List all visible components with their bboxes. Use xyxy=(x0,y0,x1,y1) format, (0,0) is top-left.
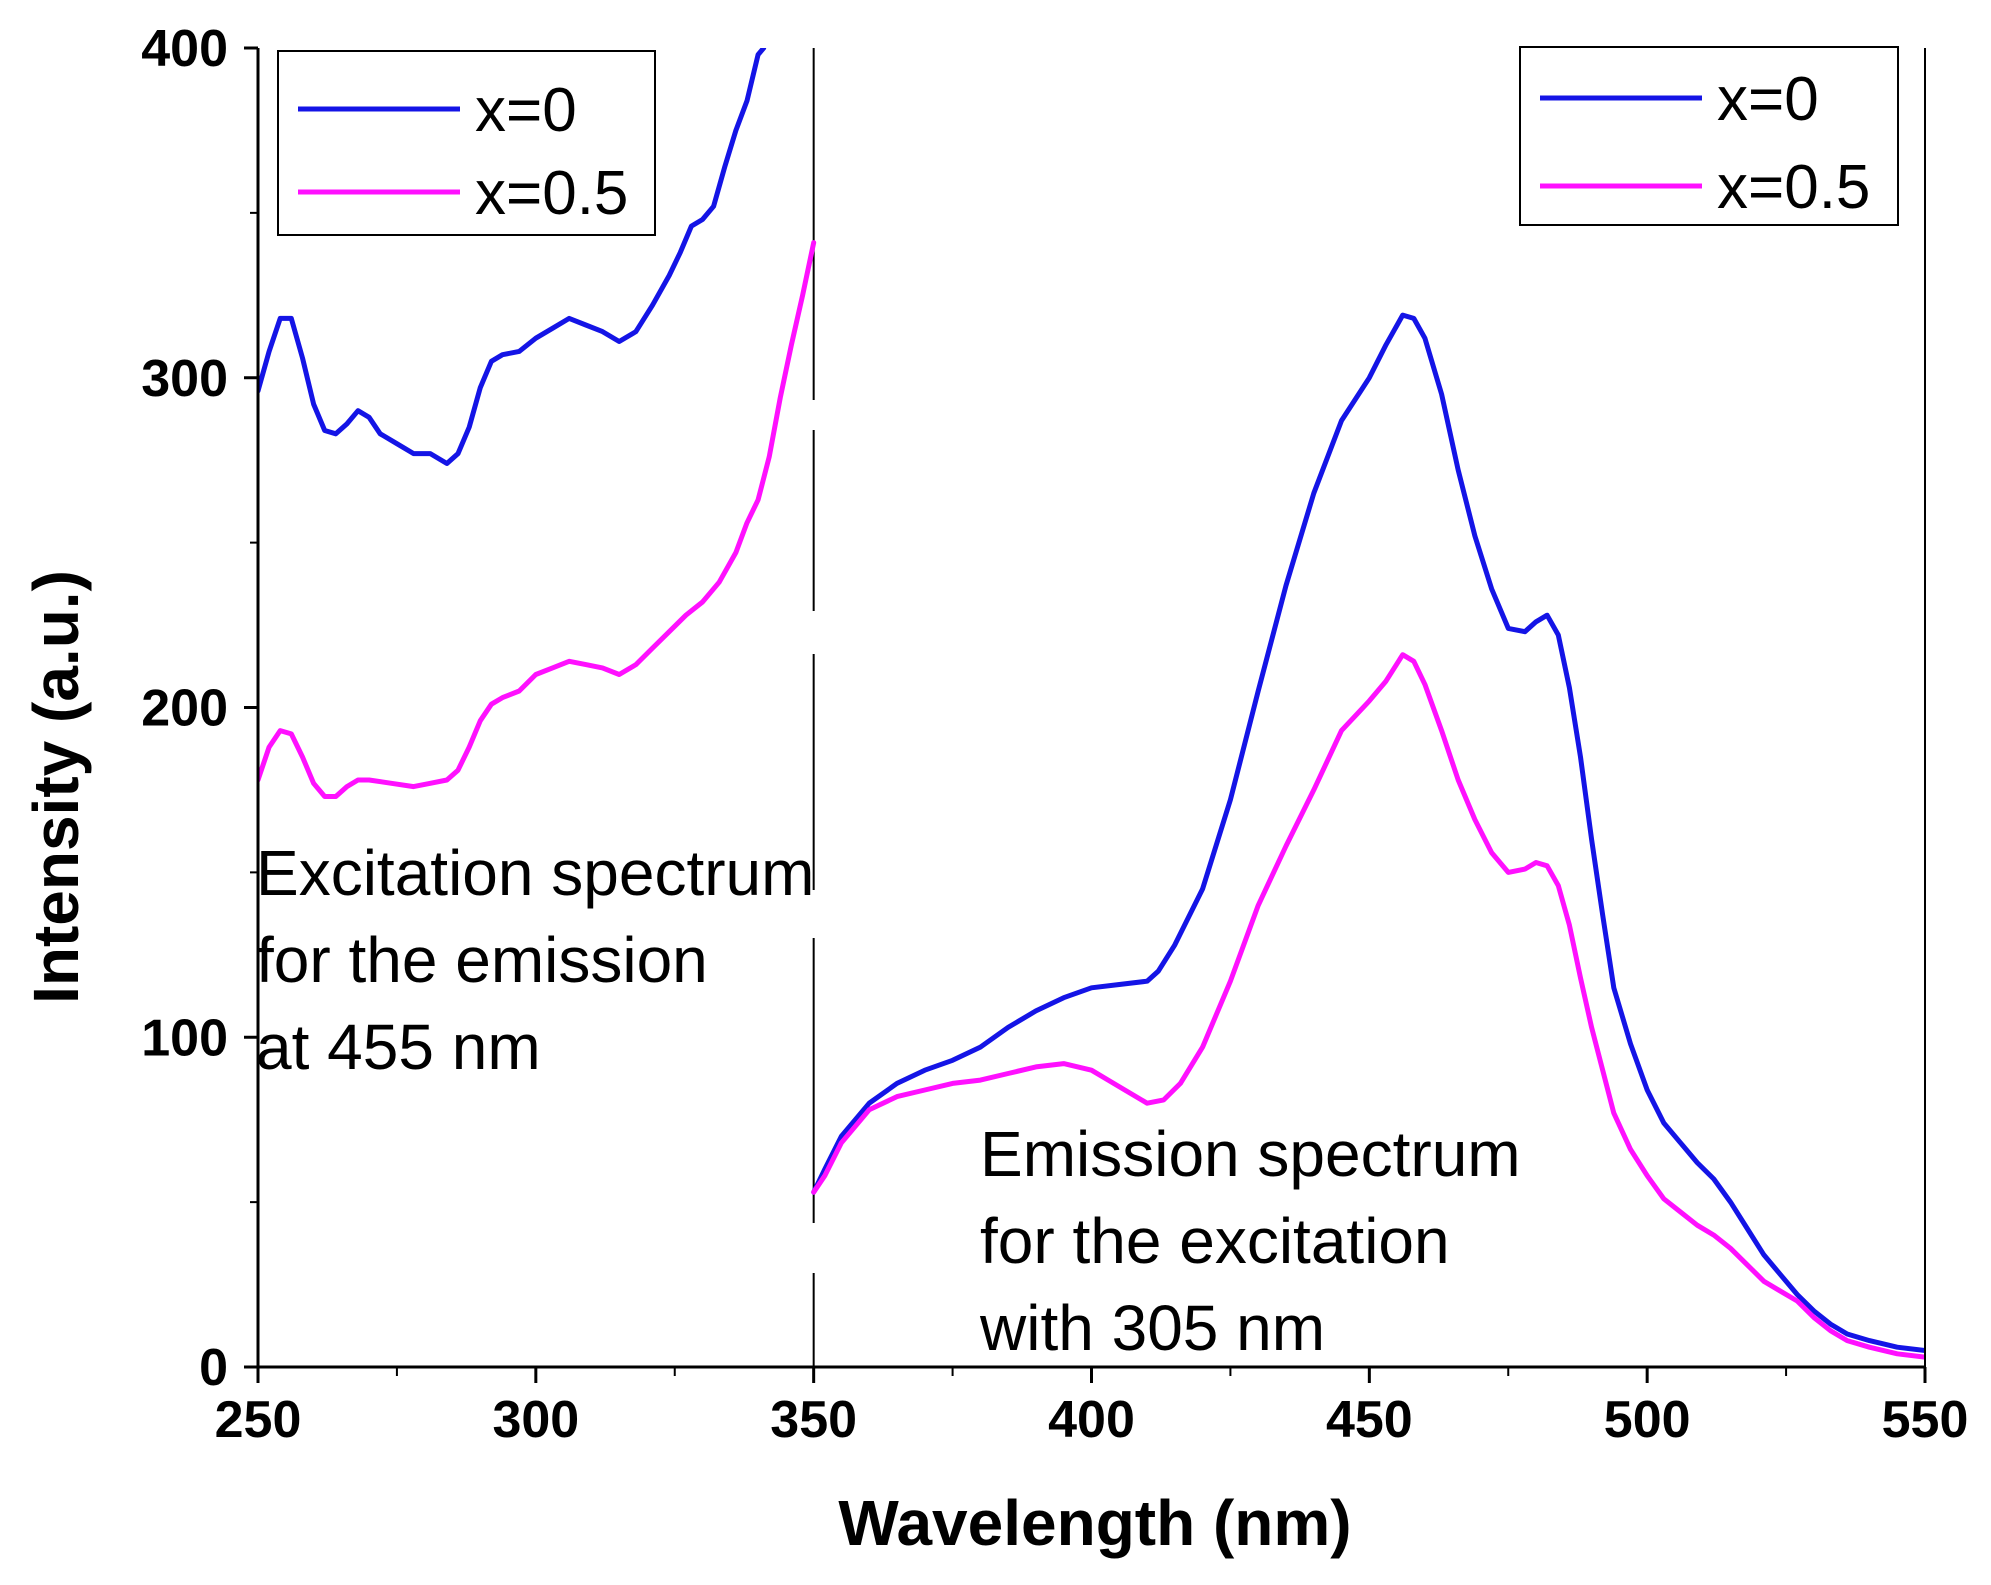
series-excitation-x0-line xyxy=(258,48,767,466)
y-axis-title: Intensity (a.u.) xyxy=(20,570,92,1004)
y-tick-label-100: 100 xyxy=(141,1009,228,1067)
x-tick-label-500: 500 xyxy=(1604,1391,1691,1449)
legend-right: x=0 x=0.5 xyxy=(1519,46,1899,226)
annotation-emission-line-3: with 305 nm xyxy=(979,1292,1325,1364)
annotation-excitation-line-1: Excitation spectrum xyxy=(256,837,814,909)
series-emission-x0-line xyxy=(811,312,1925,1353)
legend-left-label-x0: x=0 xyxy=(475,76,577,145)
x-tick-label-450: 450 xyxy=(1326,1391,1413,1449)
x-tick-label-550: 550 xyxy=(1882,1391,1969,1449)
legend-left: x=0 x=0.5 xyxy=(277,50,656,236)
annotation-emission: Emission spectrum for the excitation wit… xyxy=(979,1118,1521,1364)
legend-right-label-x05: x=0.5 xyxy=(1717,153,1870,222)
x-tick-label-400: 400 xyxy=(1048,1391,1135,1449)
series-emission-x05-line xyxy=(811,652,1925,1360)
x-tick-label-300: 300 xyxy=(492,1391,579,1449)
y-tick-label-400: 400 xyxy=(141,20,228,78)
annotation-excitation: Excitation spectrum for the emission at … xyxy=(256,837,814,1083)
series-excitation-x05-line xyxy=(258,240,817,799)
legend-left-label-x05: x=0.5 xyxy=(475,159,628,228)
legend-left-box xyxy=(277,50,656,236)
plot-area: 250 300 350 400 450 500 550 0 100 200 300 400 xyxy=(141,20,1968,1449)
y-tick-label-300: 300 xyxy=(141,350,228,408)
annotation-excitation-line-2: for the emission xyxy=(256,924,708,996)
annotation-emission-line-1: Emission spectrum xyxy=(980,1118,1521,1190)
legend-right-label-x0: x=0 xyxy=(1717,65,1819,134)
x-tick-label-350: 350 xyxy=(770,1391,857,1449)
x-axis-title: Wavelength (nm) xyxy=(838,1487,1351,1559)
legend-right-box xyxy=(1519,46,1899,226)
y-tick-label-0: 0 xyxy=(199,1339,228,1397)
annotation-excitation-line-3: at 455 nm xyxy=(256,1011,541,1083)
y-tick-label-200: 200 xyxy=(141,680,228,738)
x-tick-label-250: 250 xyxy=(215,1391,302,1449)
annotation-emission-line-2: for the excitation xyxy=(980,1205,1450,1277)
